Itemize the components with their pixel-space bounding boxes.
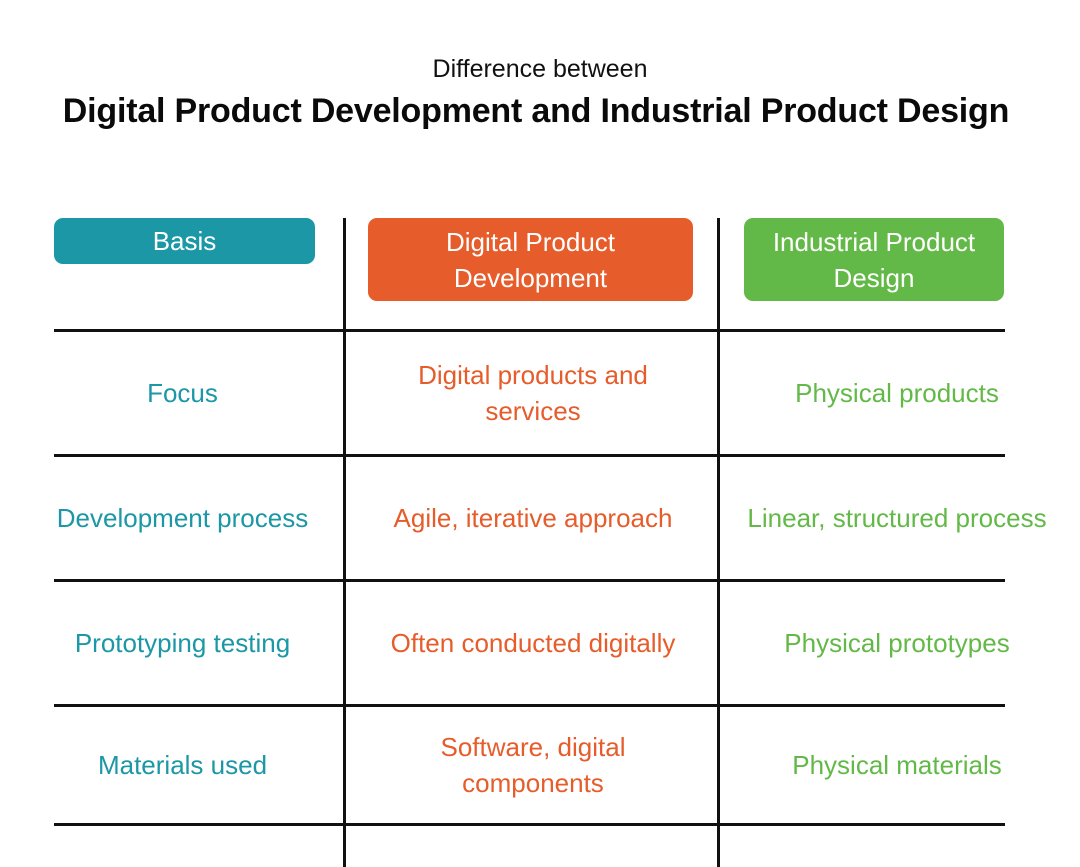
header-basis-label: Basis: [152, 226, 217, 256]
row-prototyping-basis: Prototyping testing: [74, 628, 291, 658]
row-divider-3: [54, 579, 1005, 582]
row-focus-basis: Focus: [147, 378, 218, 408]
row-divider-1: [54, 329, 1005, 332]
row-divider-4: [54, 704, 1005, 707]
row-materials-digital-line-1: Software, digital: [440, 732, 626, 762]
row-materials-basis: Materials used: [97, 750, 268, 780]
header-industrial-line-1: Industrial Product: [772, 226, 976, 257]
row-materials-digital-line-2: components: [462, 768, 604, 798]
header-industrial-line-2: Design: [833, 262, 915, 293]
header-digital-line-1: Digital Product: [445, 226, 616, 257]
header-pill-digital: Digital Product Development: [368, 218, 693, 301]
header-pill-basis: Basis: [54, 218, 315, 264]
row-prototyping-digital: Often conducted digitally: [390, 628, 676, 658]
row-divider-5: [54, 823, 1005, 826]
header-pill-industrial: Industrial Product Design: [744, 218, 1004, 301]
row-process-basis: Development process: [56, 503, 309, 533]
row-process-industrial: Linear, structured process: [747, 503, 1047, 533]
row-materials-digital: Software, digital components: [348, 707, 718, 823]
header-digital-line-2: Development: [453, 262, 608, 293]
row-divider-2: [54, 454, 1005, 457]
column-divider-2: [717, 218, 720, 867]
row-prototyping-industrial: Physical prototypes: [784, 628, 1010, 658]
row-focus-digital-line-2: services: [485, 396, 581, 426]
row-focus-digital-line-1: Digital products and: [418, 360, 648, 390]
diagram-subtitle: Difference between: [432, 55, 648, 83]
row-focus-industrial: Physical products: [795, 378, 999, 408]
row-process-digital: Agile, iterative approach: [393, 503, 673, 533]
column-divider-1: [343, 218, 346, 867]
row-focus-digital: Digital products and services: [348, 332, 718, 454]
diagram-title: Digital Product Development and Industri…: [62, 92, 1010, 130]
row-materials-industrial: Physical materials: [792, 750, 1002, 780]
